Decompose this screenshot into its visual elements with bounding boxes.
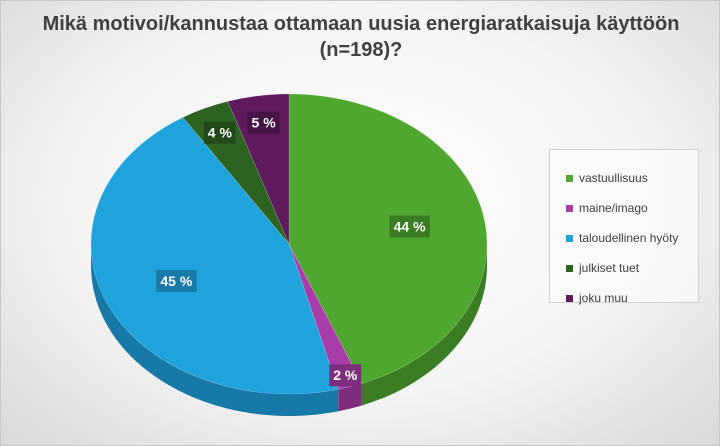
pie-slice-taloudellinen-hy-ty [90, 116, 339, 395]
legend-swatch [566, 264, 573, 272]
legend-swatch [566, 204, 573, 212]
data-label: 2 % [329, 364, 362, 387]
data-label-box [156, 269, 197, 292]
data-label-text: 45 % [160, 273, 192, 289]
data-label-text: 4 % [208, 125, 233, 141]
legend-label: vastuullisuus [579, 171, 648, 185]
legend-item: vastuullisuus [566, 163, 698, 193]
pie-slice-vastuullisuus [288, 93, 488, 384]
data-label-text: 2 % [333, 367, 358, 383]
data-label-box [329, 364, 362, 387]
chart-legend: vastuullisuus maine/imago taloudellinen hy… [549, 149, 699, 305]
legend-item: maine/imago [566, 193, 698, 223]
legend-item: joku muu [566, 283, 698, 313]
data-label-text: 44 % [394, 219, 426, 235]
legend-label: maine/imago [579, 201, 648, 215]
data-label-box [247, 111, 280, 134]
legend-item: julkiset tuet [566, 253, 698, 283]
legend-label: taloudellinen hyöty [579, 231, 679, 245]
legend-label: joku muu [579, 291, 628, 305]
data-label: 45 % [156, 269, 197, 292]
pie-side-taloudellinen-hy-ty [91, 244, 339, 416]
data-label: 5 % [247, 111, 280, 134]
legend-swatch [566, 294, 573, 302]
data-label: 4 % [203, 121, 236, 144]
pie-side-vastuullisuus [361, 244, 487, 406]
legend-swatch [566, 174, 573, 182]
legend-item: taloudellinen hyöty [566, 223, 698, 253]
pie-slice-maine-imago [288, 243, 363, 390]
legend-swatch [566, 234, 573, 242]
data-label-text: 5 % [252, 115, 277, 131]
chart-title: Mikä motivoi/kannustaa ottamaan uusia en… [42, 13, 680, 61]
data-label-box [203, 121, 236, 144]
legend-label: julkiset tuet [579, 261, 640, 275]
data-label: 44 % [389, 215, 430, 238]
data-label-box [389, 215, 430, 238]
pie-side-maine-imago [338, 383, 362, 412]
